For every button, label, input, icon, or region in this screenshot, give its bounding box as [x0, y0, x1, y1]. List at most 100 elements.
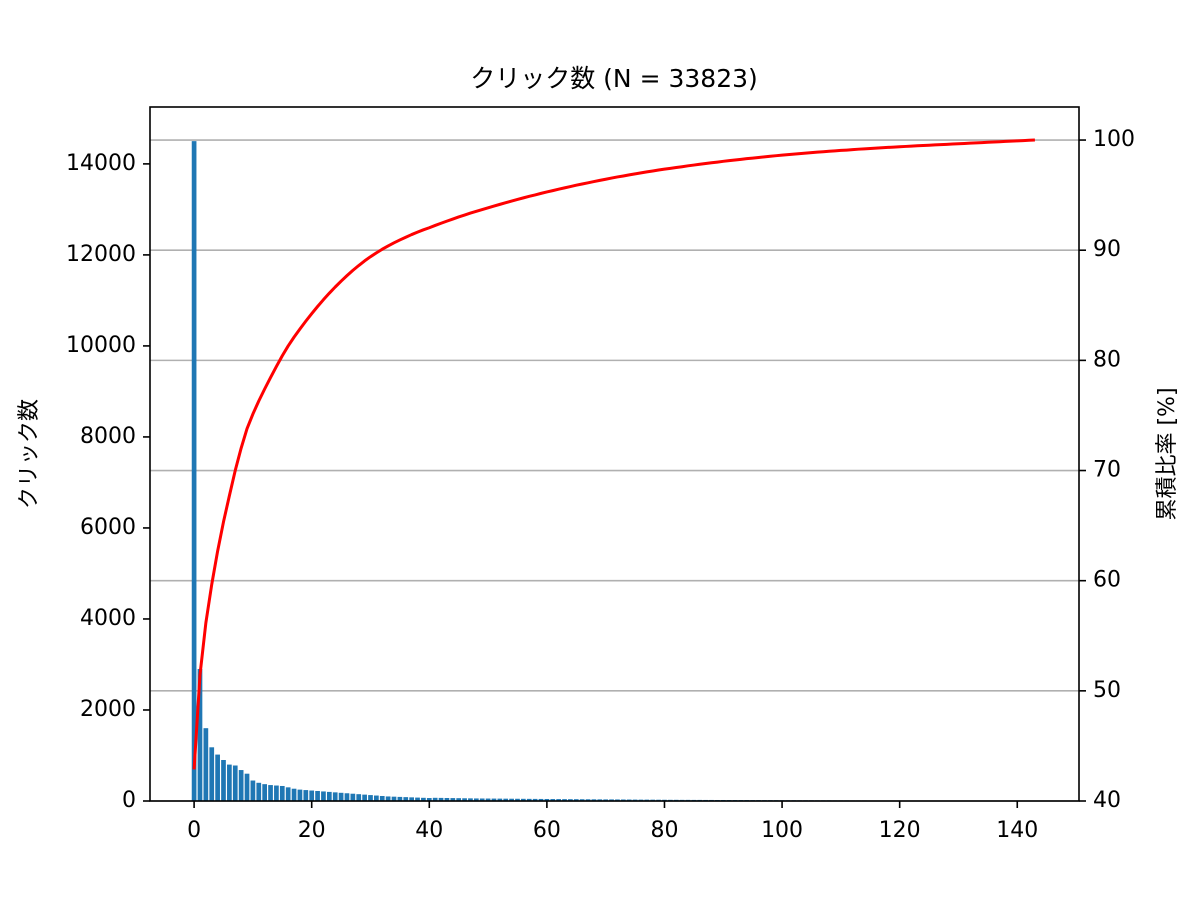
bar	[227, 764, 232, 801]
bar	[462, 798, 467, 801]
y2-tick-label: 60	[1093, 568, 1121, 593]
y2-axis-label: 累積比率 [%]	[1155, 387, 1180, 520]
bar	[285, 787, 291, 801]
bar	[274, 785, 279, 801]
bar	[421, 797, 426, 801]
y2-tick-label: 70	[1093, 458, 1121, 483]
bar	[256, 782, 262, 801]
x-tick-label: 80	[650, 818, 678, 843]
bar	[374, 795, 379, 801]
bar	[250, 780, 256, 801]
bar	[573, 799, 579, 801]
y-tick-label: 14000	[66, 151, 136, 176]
bar	[532, 798, 538, 801]
bar	[521, 798, 526, 801]
bar	[297, 789, 303, 801]
bar	[203, 728, 209, 801]
bar	[579, 799, 585, 801]
bar	[403, 797, 409, 801]
x-tick-label: 120	[879, 818, 921, 843]
plot-frame	[149, 106, 1080, 802]
bar	[479, 798, 485, 801]
bar	[585, 799, 591, 801]
bar	[232, 765, 238, 801]
bar	[238, 770, 244, 801]
bar	[338, 792, 344, 801]
y-tick-label: 6000	[80, 515, 136, 540]
y2-tick-label: 90	[1093, 237, 1121, 262]
bar	[456, 798, 462, 801]
bar	[568, 799, 573, 801]
bar	[526, 798, 532, 801]
y-axis-label: クリック数	[17, 399, 42, 509]
bar	[491, 798, 497, 801]
bar	[197, 669, 203, 801]
y2-tick-label: 100	[1093, 127, 1135, 152]
bar	[356, 794, 362, 801]
bar	[362, 794, 367, 801]
bar	[550, 799, 556, 801]
bar	[473, 798, 479, 801]
bar	[497, 798, 503, 801]
bar	[303, 790, 309, 801]
bar	[262, 784, 268, 801]
x-tick-label: 20	[298, 818, 326, 843]
bar	[344, 793, 350, 801]
x-tick-label: 100	[761, 818, 803, 843]
bar	[544, 798, 550, 801]
bar	[244, 773, 250, 801]
bar	[279, 785, 285, 801]
bar	[397, 796, 403, 801]
bar	[368, 795, 373, 801]
bar	[556, 799, 561, 801]
bar	[350, 793, 356, 801]
bar	[391, 796, 397, 801]
bar	[426, 798, 432, 801]
bar	[509, 798, 514, 801]
y-tick-label: 12000	[66, 242, 136, 267]
bar	[485, 798, 491, 801]
y-tick-label: 4000	[80, 606, 136, 631]
y2-tick-label: 40	[1093, 788, 1121, 813]
bar	[315, 790, 320, 801]
bar	[409, 797, 415, 801]
y-tick-label: 0	[122, 788, 136, 813]
bar	[221, 759, 226, 801]
bar	[515, 798, 520, 801]
bar	[326, 791, 332, 801]
y-tick-label: 8000	[80, 424, 136, 449]
bar	[503, 798, 509, 801]
x-tick-label: 40	[415, 818, 443, 843]
y-tick-label: 2000	[80, 697, 136, 722]
x-tick-label: 0	[187, 818, 201, 843]
x-tick-label: 140	[996, 818, 1038, 843]
bar	[379, 795, 385, 801]
y-tick-label: 10000	[66, 333, 136, 358]
bar	[538, 798, 544, 801]
chart-title: クリック数 (N = 33823)	[470, 64, 758, 93]
bar	[209, 747, 215, 801]
bar	[415, 797, 420, 801]
bar	[444, 797, 450, 801]
bar	[191, 141, 197, 801]
bar	[215, 754, 220, 801]
x-tick-label: 60	[533, 818, 561, 843]
bar	[562, 799, 567, 801]
bar	[332, 792, 338, 801]
bar	[309, 790, 315, 801]
bar	[597, 799, 603, 801]
cumulative-line	[192, 138, 1035, 770]
bar	[468, 798, 473, 801]
y2-tick-label: 50	[1093, 678, 1121, 703]
bar	[432, 797, 438, 801]
bar	[385, 796, 391, 801]
bar	[438, 797, 444, 801]
bar	[291, 788, 297, 801]
bar	[321, 791, 326, 801]
bar	[268, 785, 273, 801]
bar	[450, 798, 456, 801]
